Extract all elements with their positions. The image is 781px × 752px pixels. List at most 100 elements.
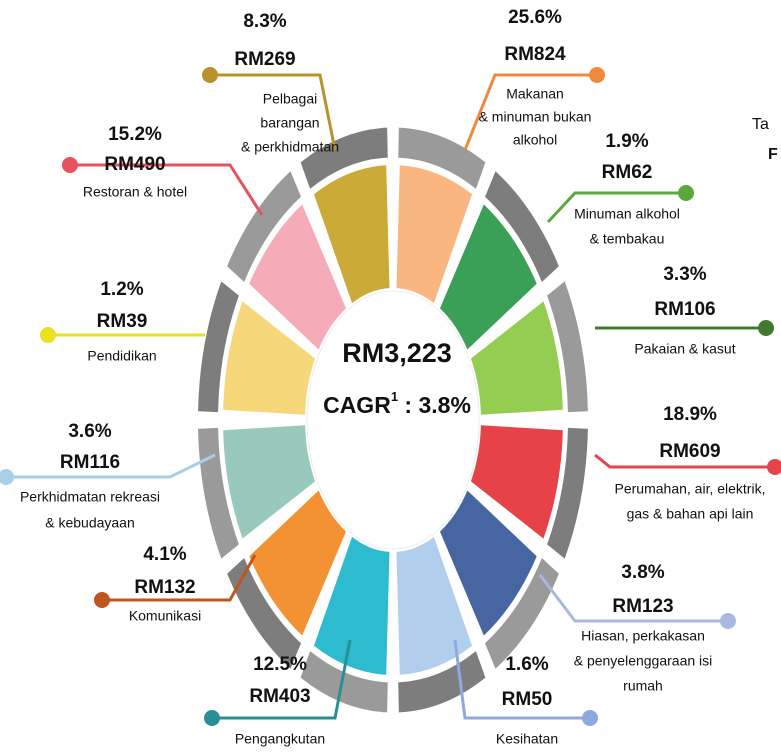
category-label: gas & bahan api lain <box>627 506 754 522</box>
percent: 18.9% <box>663 404 717 425</box>
donut <box>198 127 588 713</box>
edge-text: F <box>768 146 778 163</box>
amount: RM116 <box>60 452 120 473</box>
category-label: Minuman alkohol <box>574 206 680 222</box>
leader-line <box>6 453 216 479</box>
percent: 1.9% <box>605 131 648 152</box>
category-label: Makanan <box>506 86 564 102</box>
ring-segment <box>227 558 301 669</box>
leader-line <box>538 574 728 623</box>
ring-segment <box>398 127 486 189</box>
category-label: Perkhidmatan rekreasi <box>20 489 160 505</box>
category-label: Pengangkutan <box>235 731 325 747</box>
category-label: Hiasan, perkakasan <box>581 628 705 644</box>
segment <box>470 301 563 415</box>
leader-line <box>102 554 257 602</box>
leader-line <box>594 453 775 469</box>
amount: RM106 <box>654 299 715 320</box>
leader-dot <box>94 592 110 608</box>
percent: 3.6% <box>68 421 111 442</box>
category-label: Restoran & hotel <box>83 184 187 200</box>
leader-dot <box>678 185 694 201</box>
amount: RM490 <box>104 154 165 175</box>
category-label: & perkhidmatan <box>241 139 339 155</box>
ring-segment <box>227 171 301 282</box>
amount: RM269 <box>234 49 295 70</box>
segment <box>440 490 537 636</box>
category-label: Pelbagai <box>263 91 318 107</box>
segment <box>313 165 390 304</box>
cagr-value: : 3.8% <box>398 392 471 418</box>
category-label: rumah <box>623 678 663 694</box>
segment <box>313 536 390 675</box>
center-disc <box>306 290 480 550</box>
percent: 25.6% <box>508 7 562 28</box>
amount: RM609 <box>659 441 720 462</box>
amount: RM50 <box>502 689 553 710</box>
ring-segment <box>198 427 239 559</box>
leader-dot <box>589 67 605 83</box>
segment <box>396 536 473 675</box>
category-label: & kebudayaan <box>45 515 135 531</box>
cagr-label: CAGR <box>323 392 391 418</box>
category-label: Komunikasi <box>129 608 201 624</box>
ring-segment <box>547 281 588 413</box>
amount: RM62 <box>602 162 653 183</box>
category-label: & tembakau <box>590 231 665 247</box>
segment <box>249 490 346 636</box>
cagr-note: 1 <box>391 389 398 404</box>
percent: 15.2% <box>108 124 162 145</box>
ring-segment <box>198 281 239 413</box>
leader-dot <box>0 469 14 485</box>
percent: 1.2% <box>100 279 143 300</box>
amount: RM403 <box>249 686 310 707</box>
cagr: CAGR1 : 3.8% <box>323 389 471 418</box>
leader-line <box>70 163 264 216</box>
percent: 4.1% <box>143 544 186 565</box>
percent: 3.8% <box>621 562 664 583</box>
ring-segment <box>300 651 388 713</box>
category-label: Kesihatan <box>496 731 558 747</box>
ring-segment <box>485 558 559 669</box>
segment <box>470 425 563 539</box>
category-label: Pakaian & kasut <box>634 341 735 357</box>
ring-segment <box>398 651 486 713</box>
amount: RM132 <box>134 577 195 598</box>
ring-segment <box>547 427 588 559</box>
ring-segment <box>300 127 388 189</box>
total: RM3,223 <box>342 338 452 368</box>
category-label: Pendidikan <box>87 348 156 364</box>
leader-dot <box>767 459 781 475</box>
leader-dot <box>582 710 598 726</box>
edge-text: Ta <box>752 116 769 133</box>
amount: RM123 <box>612 596 673 617</box>
category-label: barangan <box>260 115 319 131</box>
percent: 8.3% <box>243 11 286 32</box>
category-label: & minuman bukan <box>479 109 592 125</box>
category-label: & penyelenggaraan isi <box>574 653 713 669</box>
leader-line <box>210 73 337 151</box>
leader-line <box>463 73 597 151</box>
leader-dot <box>758 320 774 336</box>
amount: RM824 <box>504 44 566 65</box>
segment <box>223 425 316 539</box>
ring-segment <box>485 171 559 282</box>
leader-line <box>212 639 352 720</box>
leader-line <box>546 191 686 224</box>
leader-dot <box>720 613 736 629</box>
category-label: Perumahan, air, elektrik, <box>615 481 766 497</box>
leader-dot <box>40 327 56 343</box>
percent: 1.6% <box>505 654 548 675</box>
category-label: alkohol <box>513 132 557 148</box>
percent: 12.5% <box>253 654 307 675</box>
segment <box>396 165 473 304</box>
percent: 3.3% <box>663 264 706 285</box>
leader-dot <box>62 157 78 173</box>
leader-dot <box>204 710 220 726</box>
amount: RM39 <box>97 311 148 332</box>
segment <box>249 204 346 350</box>
leader-line <box>453 639 590 720</box>
segment <box>440 204 537 350</box>
